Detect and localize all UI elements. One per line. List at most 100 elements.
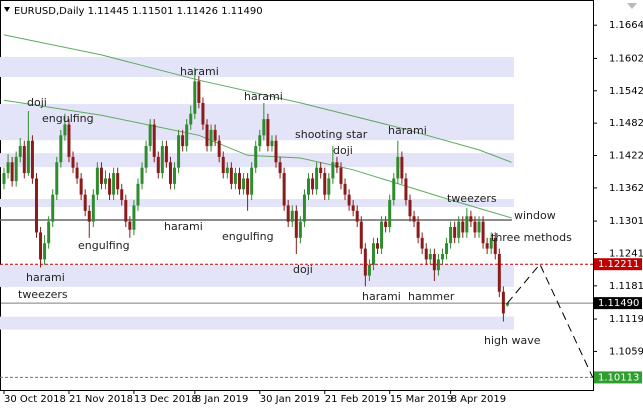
candle-body: [266, 119, 270, 147]
candle-body: [22, 146, 26, 174]
x-tick-label: 30 Oct 2018: [4, 394, 66, 405]
candle-body: [449, 227, 453, 244]
y-tick-label: 1.14825: [609, 118, 643, 129]
corner-arrow[interactable]: [627, 3, 637, 9]
candle-body: [274, 140, 278, 163]
annotation: engulfing: [222, 230, 274, 243]
candle-body: [343, 183, 347, 195]
candle-body: [493, 237, 497, 255]
level-label: 1.11490: [598, 298, 639, 309]
candle-body: [181, 135, 185, 147]
y-tick-label: 1.11810: [609, 281, 643, 292]
candle-body: [87, 210, 91, 222]
candle-body: [339, 167, 343, 184]
candle-body: [67, 124, 71, 157]
candle-body: [164, 146, 168, 163]
level-label: 1.10113: [598, 372, 639, 383]
candle-body: [428, 254, 432, 260]
candle-body: [55, 162, 59, 195]
candle-body: [185, 124, 189, 147]
candle-body: [104, 178, 107, 184]
candle-body: [254, 146, 258, 168]
candle-body: [156, 156, 160, 174]
candle-body: [331, 162, 335, 179]
candle-body: [193, 81, 197, 114]
candle-body: [177, 135, 181, 168]
candle-body: [424, 248, 428, 260]
candle-body: [505, 303, 509, 306]
level-tag: [594, 258, 642, 271]
candle-body: [485, 243, 489, 249]
candle-body: [75, 167, 79, 179]
candle-body: [412, 216, 416, 222]
candle-body: [34, 178, 38, 233]
candle-body: [14, 156, 18, 182]
candle-body: [497, 254, 501, 292]
candle-body: [355, 210, 359, 222]
annotation: doji: [27, 96, 47, 109]
candle-body: [359, 221, 363, 249]
zone: [0, 264, 514, 287]
candle-body: [83, 194, 87, 211]
candle-body: [400, 156, 404, 179]
candle-body: [420, 237, 424, 249]
candle-body: [2, 173, 6, 184]
annotation: tweezers: [18, 288, 68, 301]
candle-body: [51, 194, 55, 222]
annotation: hammer: [408, 290, 455, 303]
candle-body: [26, 140, 30, 174]
candle-body: [432, 254, 436, 271]
x-tick-label: 30 Jan 2019: [260, 394, 320, 405]
candle-body: [388, 200, 392, 228]
candle-body: [160, 146, 164, 174]
candle-body: [323, 173, 327, 195]
annotation: harami: [26, 271, 65, 284]
x-tick-label: 8 Apr 2019: [451, 394, 506, 405]
candle-body: [10, 162, 14, 182]
zone: [0, 198, 514, 208]
candle-body: [461, 221, 465, 233]
y-tick-label: 1.13010: [609, 216, 643, 227]
level-tag: [594, 371, 642, 384]
candle-body: [213, 129, 217, 141]
y-tick-label: 1.13625: [609, 183, 643, 194]
candle-body: [384, 221, 388, 228]
candle-body: [95, 167, 99, 195]
annotation: tweezers: [447, 192, 497, 205]
x-tick-label: 8 Jan 2019: [195, 394, 249, 405]
candle-body: [152, 124, 156, 157]
zone: [0, 316, 514, 330]
candle-body: [436, 259, 440, 271]
y-tick-label: 1.10595: [609, 346, 643, 357]
annotation: harami: [244, 90, 283, 103]
candle-body: [237, 173, 241, 190]
annotation: shooting star: [295, 128, 368, 141]
candle-body: [404, 178, 408, 201]
menu-arrow[interactable]: [4, 7, 10, 12]
candle-body: [392, 178, 396, 201]
candle-body: [311, 178, 315, 190]
y-tick-label: 1.12410: [609, 248, 643, 259]
annotation: harami: [388, 124, 427, 137]
candle-body: [457, 221, 461, 238]
candle-body: [246, 178, 250, 195]
candle-body: [481, 221, 485, 244]
annotation: window: [514, 209, 556, 222]
y-tick-label: 1.16025: [609, 53, 643, 64]
candle-body: [225, 167, 229, 174]
candle-body: [282, 173, 286, 206]
candle-body: [270, 140, 274, 147]
candle-body: [120, 189, 124, 201]
candle-body: [465, 216, 469, 233]
x-tick-label: 21 Nov 2018: [69, 394, 133, 405]
moving-average: [3, 34, 512, 163]
candle-body: [6, 162, 10, 174]
candle-body: [201, 102, 205, 125]
candle-body: [469, 216, 473, 222]
candle-body: [205, 124, 209, 147]
candle-body: [229, 167, 233, 184]
candle-body: [258, 135, 262, 147]
candle-body: [501, 291, 505, 314]
candle-body: [347, 194, 351, 206]
candle-body: [453, 227, 457, 238]
